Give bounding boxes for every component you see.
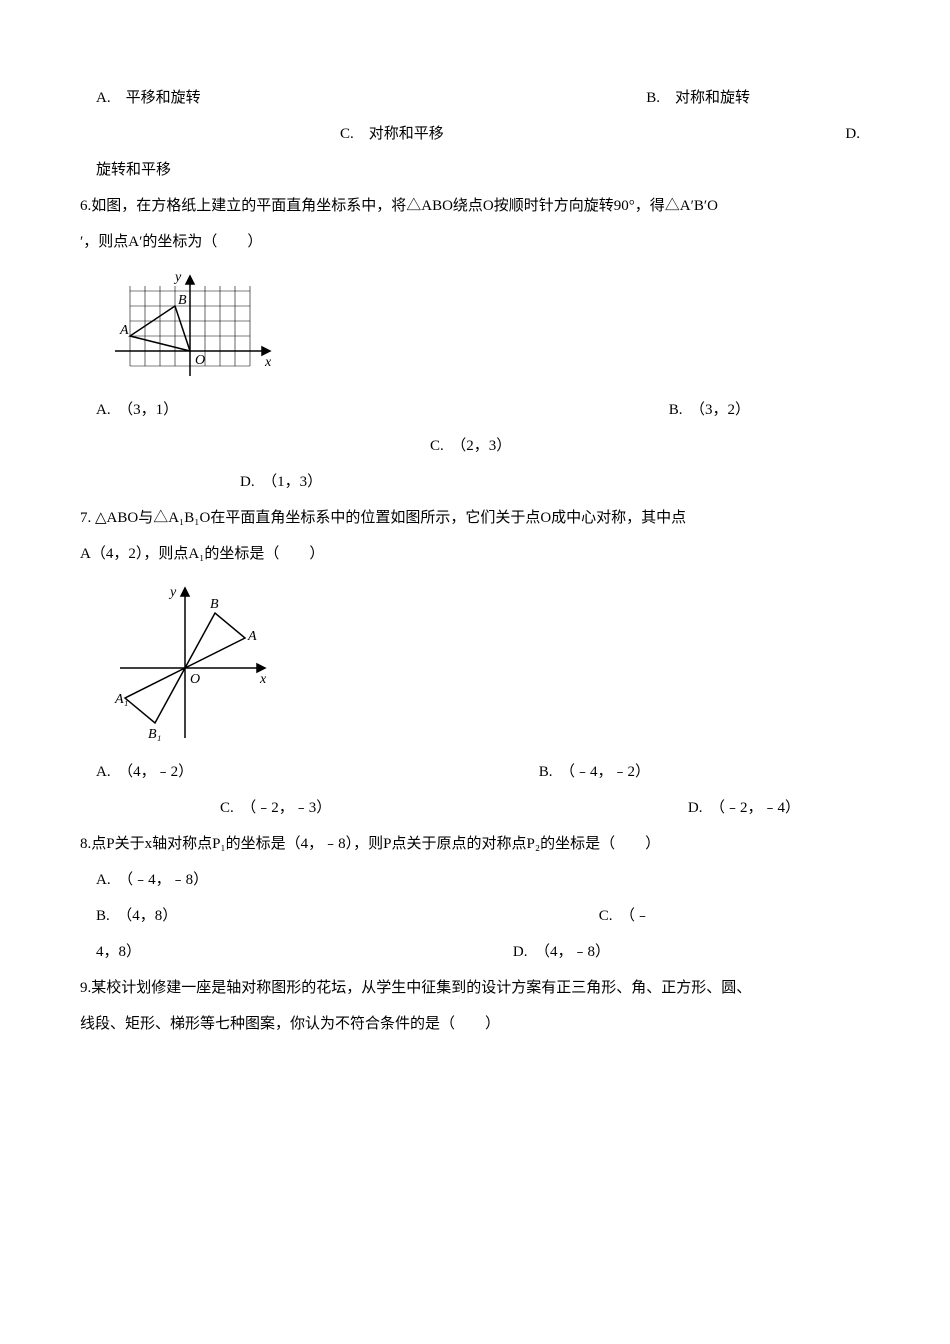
q7-label-B: B <box>210 597 219 612</box>
q9-stem2: 线段、矩形、梯形等七种图案，你认为不符合条件的是（ ） <box>80 1006 870 1042</box>
q8-option-c-cont: 4，8） <box>80 934 141 970</box>
q7-figure: O A B A₁ B₁ x y <box>100 578 280 748</box>
q8-option-d: D. （4，﹣8） <box>513 934 870 970</box>
q7-option-b: B. （﹣4，﹣2） <box>539 754 870 790</box>
q7-option-a: A. （4，﹣2） <box>80 754 193 790</box>
q5-option-c: C. 对称和平移 <box>80 116 444 152</box>
q5-option-d: D. <box>845 116 870 152</box>
q5-option-d-cont: 旋转和平移 <box>80 152 870 188</box>
q6-option-a: A. （3，1） <box>80 392 178 428</box>
q9-stem: 9.某校计划修建一座是轴对称图形的花坛，从学生中征集到的设计方案有正三角形、角、… <box>80 970 870 1006</box>
q6-option-c: C. （2，3） <box>80 428 870 464</box>
q6-stem: 6.如图，在方格纸上建立的平面直角坐标系中，将△ABO绕点O按顺时针方向旋转90… <box>80 188 870 224</box>
q7-label-O: O <box>190 672 200 687</box>
q7-label-A: A <box>247 629 257 644</box>
q7-option-c: C. （﹣2，﹣3） <box>80 790 331 826</box>
q6-label-A: A <box>119 323 129 338</box>
q8-option-a: A. （﹣4，﹣8） <box>80 862 870 898</box>
q7-option-row-cd: C. （﹣2，﹣3） D. （﹣2，﹣4） <box>80 790 870 826</box>
q6-label-x: x <box>264 355 272 370</box>
q6-label-y: y <box>173 270 182 285</box>
q5-option-a: A. 平移和旋转 <box>80 80 201 116</box>
q6-option-b: B. （3，2） <box>669 392 870 428</box>
q7-stem2: A（4，2），则点A₁的坐标是（ ） <box>80 536 870 572</box>
q8-stem: 8.点P关于x轴对称点P₁的坐标是（4，﹣8），则P点关于原点的对称点P₂的坐标… <box>80 826 870 862</box>
q7-option-row-ab: A. （4，﹣2） B. （﹣4，﹣2） <box>80 754 870 790</box>
q6-label-B: B <box>178 293 187 308</box>
q8-option-row-cd: 4，8） D. （4，﹣8） <box>80 934 870 970</box>
q8-option-row-bc: B. （4，8） C. （﹣ <box>80 898 870 934</box>
q7-stem: 7. △ABO与△A₁B₁O在平面直角坐标系中的位置如图所示，它们关于点O成中心… <box>80 500 870 536</box>
q5-option-row-cd: C. 对称和平移 D. <box>80 116 870 152</box>
q7-label-A1: A₁ <box>114 692 128 707</box>
q7-label-x: x <box>259 672 267 687</box>
q7-label-y: y <box>168 585 177 600</box>
q5-option-row-ab: A. 平移和旋转 B. 对称和旋转 <box>80 80 870 116</box>
q7-label-B1: B₁ <box>148 727 161 742</box>
q6-option-d: D. （1，3） <box>80 464 870 500</box>
q6-stem2: ′，则点A′的坐标为（ ） <box>80 224 870 260</box>
q5-option-b: B. 对称和旋转 <box>646 80 870 116</box>
q6-figure: O A B x y <box>100 266 280 386</box>
q6-option-row-ab: A. （3，1） B. （3，2） <box>80 392 870 428</box>
q8-option-b: B. （4，8） <box>80 898 177 934</box>
q8-option-c: C. （﹣ <box>599 898 870 934</box>
q6-label-O: O <box>195 353 205 368</box>
q7-option-d: D. （﹣2，﹣4） <box>688 790 870 826</box>
